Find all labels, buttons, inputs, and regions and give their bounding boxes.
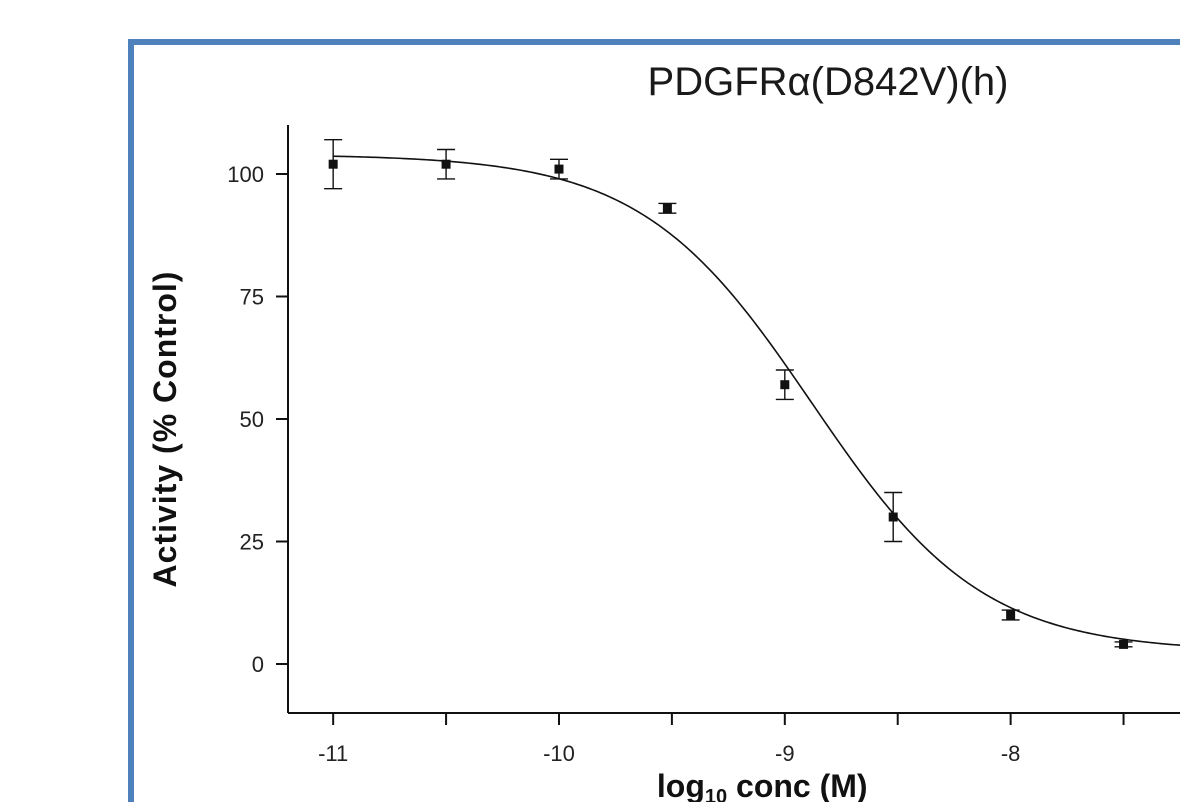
x-tick-label: -9 xyxy=(775,741,795,766)
y-axis-title: Activity (% Control) xyxy=(147,271,183,588)
figure-frame: PDGFRα(D842V)(h) Activity (% Control) lo… xyxy=(128,39,1180,802)
data-point xyxy=(441,159,451,169)
y-axis-title-group: Activity (% Control) xyxy=(147,271,183,588)
x-tick-label: -11 xyxy=(318,741,348,766)
y-tick-label: 25 xyxy=(240,530,264,555)
x-tick-label: -10 xyxy=(543,741,575,766)
dose-response-chart: PDGFRα(D842V)(h) Activity (% Control) lo… xyxy=(147,60,1180,802)
x-axis-title-subscript: 10 xyxy=(705,786,727,802)
data-point xyxy=(780,380,790,390)
data-point xyxy=(328,159,338,169)
x-axis-title-log: log xyxy=(657,768,705,802)
y-tick-label: 100 xyxy=(227,162,264,187)
y-tick-label: 50 xyxy=(240,407,264,432)
x-axis-title-rest: conc (M) xyxy=(727,768,867,802)
data-points-group xyxy=(324,138,1133,649)
x-axis-title: log10 conc (M) xyxy=(657,768,868,802)
y-tick-label: 0 xyxy=(252,652,264,677)
data-point xyxy=(1006,610,1016,620)
y-tick-label: 75 xyxy=(240,285,264,310)
data-point xyxy=(662,203,672,213)
fit-curve xyxy=(333,155,1180,646)
chart-title: PDGFRα(D842V)(h) xyxy=(648,60,1009,104)
data-point xyxy=(1119,639,1129,649)
x-tick-label: -8 xyxy=(1001,741,1021,766)
axes: 0 25 50 75 100 -11 -10 -9 -8 xyxy=(227,125,1180,766)
data-point xyxy=(888,512,898,522)
data-point xyxy=(554,164,564,174)
fit-curve-group xyxy=(333,155,1180,646)
